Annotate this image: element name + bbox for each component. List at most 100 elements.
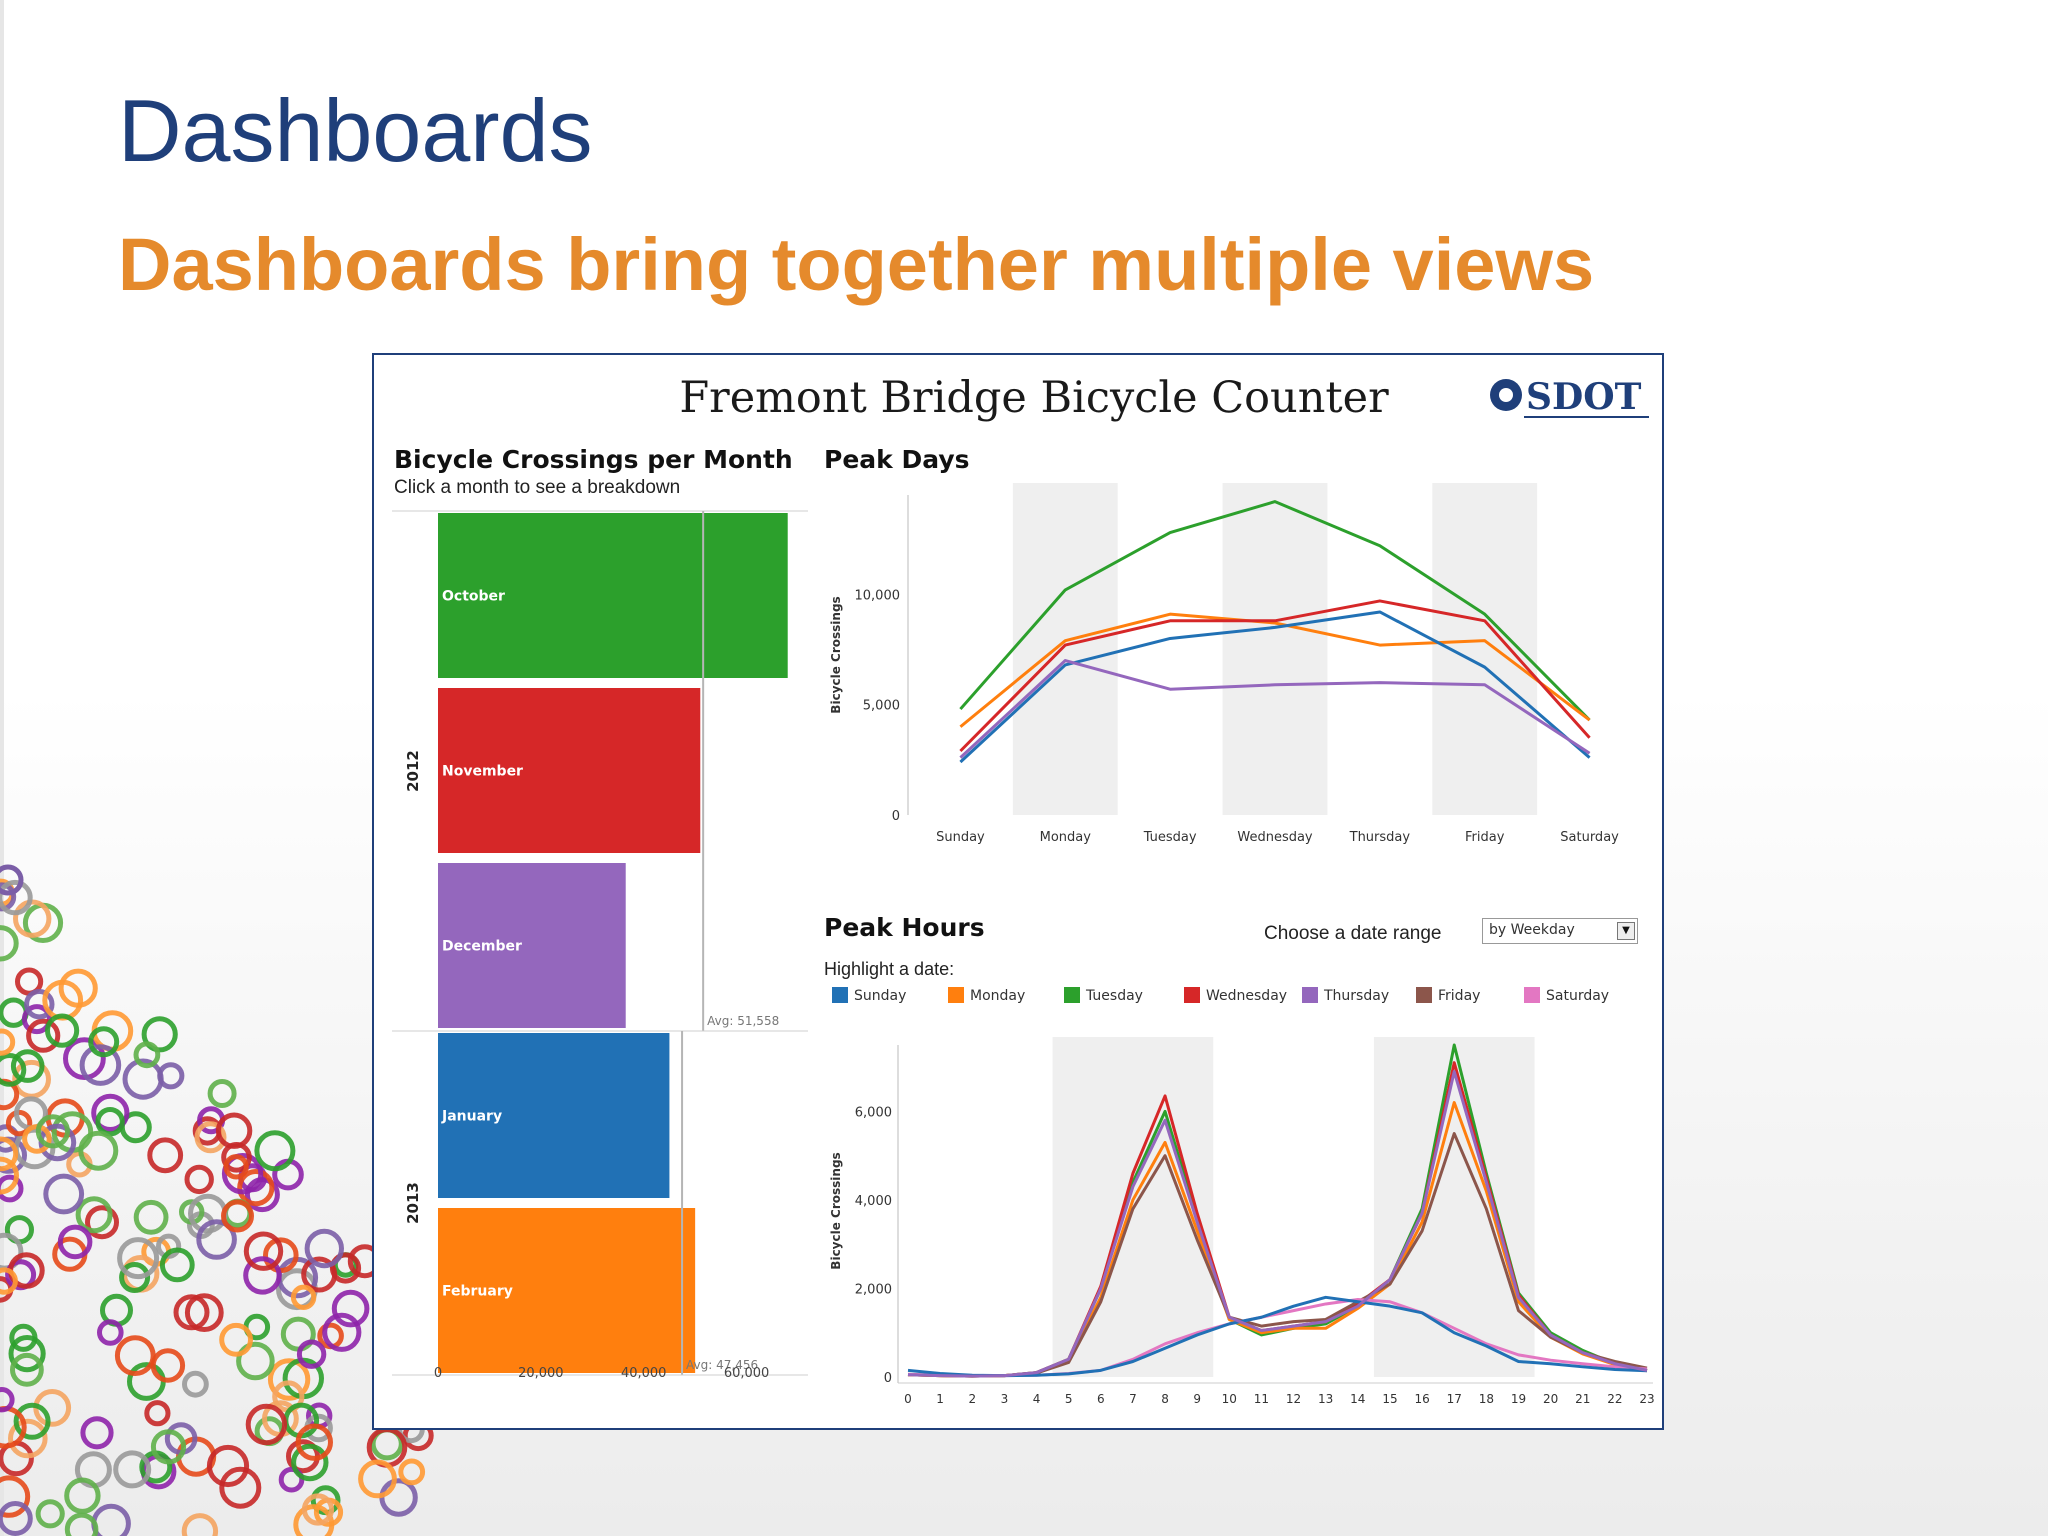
sdot-logo-emblem-inner	[1499, 388, 1513, 402]
hours-x-tick-label: 20	[1543, 1392, 1558, 1406]
hours-y-tick-label: 4,000	[855, 1194, 892, 1209]
hours-x-tick-label: 11	[1254, 1392, 1269, 1406]
legend-item-tuesday[interactable]: Tuesday	[1064, 987, 1143, 1004]
month-chart-title: Bicycle Crossings per Month	[394, 445, 793, 474]
days-series-line-1	[959, 500, 1591, 722]
decorative-ring	[0, 1136, 19, 1172]
slide-title: Dashboards	[118, 81, 593, 180]
date-range-label: Choose a date range	[1264, 923, 1442, 944]
decorative-ring	[95, 1107, 125, 1137]
month-chart-subtitle: Click a month to see a breakdown	[394, 477, 681, 498]
decorative-ring	[13, 1402, 51, 1440]
hours-x-tick-label: 2	[968, 1392, 976, 1406]
hours-series-line-4	[907, 1132, 1648, 1378]
decorative-ring	[331, 1289, 370, 1328]
decorative-ring	[8, 1418, 48, 1459]
days-x-tick-label: Monday	[1040, 830, 1092, 845]
hours-x-tick-label: 14	[1350, 1392, 1365, 1406]
decorative-ring	[245, 1403, 288, 1446]
decorative-ring	[35, 1499, 65, 1529]
month-group-label-2013: 2013	[404, 1182, 422, 1224]
decorative-ring	[301, 1493, 335, 1526]
hours-x-tick-label: 23	[1639, 1392, 1654, 1406]
hours-x-tick-label: 17	[1447, 1392, 1462, 1406]
legend-label-sunday: Sunday	[854, 988, 907, 1004]
days-series-line-3	[959, 599, 1591, 753]
legend-label-friday: Friday	[1438, 988, 1481, 1004]
decorative-ring	[295, 1423, 333, 1461]
legend-item-saturday[interactable]: Saturday	[1524, 987, 1609, 1004]
legend-item-monday[interactable]: Monday	[948, 987, 1025, 1004]
decorative-ring	[219, 1322, 254, 1357]
decorative-ring	[43, 1173, 85, 1215]
decorative-ring	[219, 1466, 262, 1509]
month-group-label-2012: 2012	[404, 750, 422, 792]
decorative-ring	[113, 1450, 152, 1489]
legend-item-thursday[interactable]: Thursday	[1302, 987, 1389, 1004]
decorative-ring	[0, 879, 33, 916]
legend-label-thursday: Thursday	[1324, 988, 1390, 1004]
decorative-ring	[117, 1237, 160, 1280]
decorative-ring	[237, 1169, 275, 1207]
decorative-ring	[322, 1312, 362, 1352]
decorative-ring	[10, 1352, 44, 1387]
date-range-select[interactable]: by Weekday ▼	[1482, 918, 1638, 944]
decorative-ring	[26, 1018, 61, 1053]
legend-swatch-saturday	[1524, 987, 1540, 1003]
decorative-ring	[293, 1504, 335, 1536]
hours-y-tick-label: 2,000	[855, 1282, 892, 1297]
sdot-logo: SDOT	[1490, 376, 1649, 418]
hours-x-tick-label: 6	[1097, 1392, 1105, 1406]
decorative-ring	[150, 1348, 186, 1383]
legend-swatch-wednesday	[1184, 987, 1200, 1003]
decorative-ring	[196, 1219, 237, 1260]
decorative-ring	[24, 989, 55, 1020]
days-y-tick-label: 10,000	[855, 588, 901, 603]
hours-y-tick-label: 0	[884, 1371, 892, 1386]
month-x-tick-label: 60,000	[724, 1366, 770, 1381]
decorative-ring	[243, 1231, 284, 1271]
legend-item-wednesday[interactable]: Wednesday	[1184, 987, 1287, 1004]
legend-item-sunday[interactable]: Sunday	[832, 987, 906, 1004]
hours-x-tick-label: 12	[1286, 1392, 1301, 1406]
hours-x-tick-label: 8	[1161, 1392, 1169, 1406]
legend-label-saturday: Saturday	[1546, 988, 1610, 1004]
decorative-ring	[78, 1130, 119, 1171]
decorative-ring	[12, 1059, 51, 1099]
hours-x-tick-label: 9	[1193, 1392, 1201, 1406]
month-bar-december	[438, 863, 626, 1028]
decorative-ring	[141, 1016, 178, 1053]
legend-swatch-monday	[948, 987, 964, 1003]
decorative-ring	[278, 1466, 305, 1493]
decorative-ring	[133, 1199, 169, 1235]
month-bar-label-november: November	[442, 764, 523, 780]
month-x-tick-label: 0	[434, 1366, 442, 1381]
decorative-ring	[133, 1041, 161, 1069]
highlight-label: Highlight a date:	[824, 959, 955, 979]
decorative-ring	[114, 1335, 156, 1376]
decorative-ring	[0, 864, 24, 896]
decorative-ring	[221, 1153, 264, 1195]
decorative-ring	[10, 1049, 45, 1083]
decorative-ring	[236, 1341, 275, 1381]
days-y-tick-label: 5,000	[863, 699, 900, 714]
decorative-ring	[0, 1028, 16, 1056]
hours-x-tick-label: 1	[936, 1392, 944, 1406]
decorative-ring	[0, 925, 19, 962]
legend-swatch-friday	[1416, 987, 1432, 1003]
decorative-ring	[79, 1044, 122, 1086]
decorative-ring	[379, 1478, 418, 1517]
dropdown-arrow-icon[interactable]: ▼	[1617, 922, 1635, 940]
decorative-ring	[0, 1174, 24, 1203]
hours-chart-title: Peak Hours	[824, 913, 985, 942]
decorative-ring	[291, 1443, 329, 1482]
decorative-ring	[64, 1477, 101, 1514]
days-series-line-4	[959, 610, 1591, 764]
legend-item-friday[interactable]: Friday	[1416, 987, 1480, 1004]
legend-label-tuesday: Tuesday	[1086, 988, 1143, 1004]
dashboard-panel: Fremont Bridge Bicycle Counter SDOT Bicy…	[372, 353, 1664, 1430]
hours-y-tick-label: 6,000	[855, 1105, 892, 1120]
decorative-ring	[21, 1004, 52, 1035]
hours-x-tick-label: 13	[1318, 1392, 1333, 1406]
decorative-ring	[35, 1114, 71, 1149]
